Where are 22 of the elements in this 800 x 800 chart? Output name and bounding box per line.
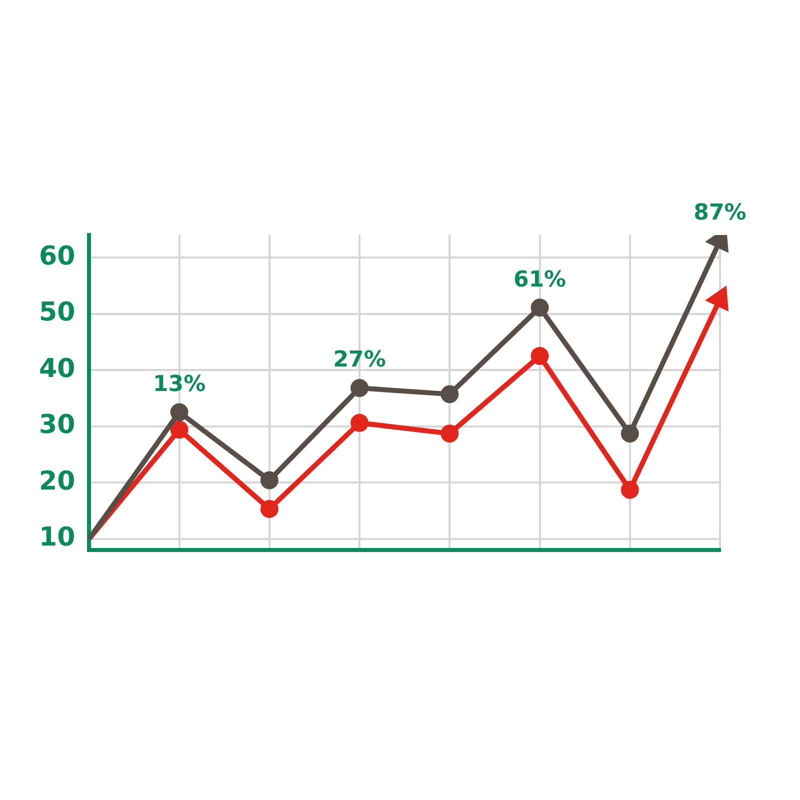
- y-tick-label: 50: [38, 298, 76, 328]
- y-tick-label: 20: [38, 466, 76, 496]
- point: [170, 420, 188, 439]
- y-tick-label: 60: [38, 241, 76, 272]
- point: [440, 424, 459, 443]
- point: [350, 414, 369, 432]
- annotation: 27%: [333, 348, 386, 373]
- annotation: 87%: [694, 200, 746, 226]
- point: [440, 385, 459, 404]
- point: [350, 379, 369, 397]
- y-tick-label: 30: [38, 410, 76, 440]
- point: [620, 424, 639, 443]
- point: [620, 480, 639, 499]
- y-tick-label: 10: [38, 522, 76, 552]
- point: [530, 346, 549, 365]
- y-tick-label: 40: [38, 354, 76, 384]
- point: [260, 471, 278, 490]
- point: [170, 403, 188, 422]
- point: [530, 298, 549, 317]
- annotation: 61%: [513, 267, 566, 292]
- point: [260, 500, 278, 518]
- annotation: 13%: [152, 372, 206, 397]
